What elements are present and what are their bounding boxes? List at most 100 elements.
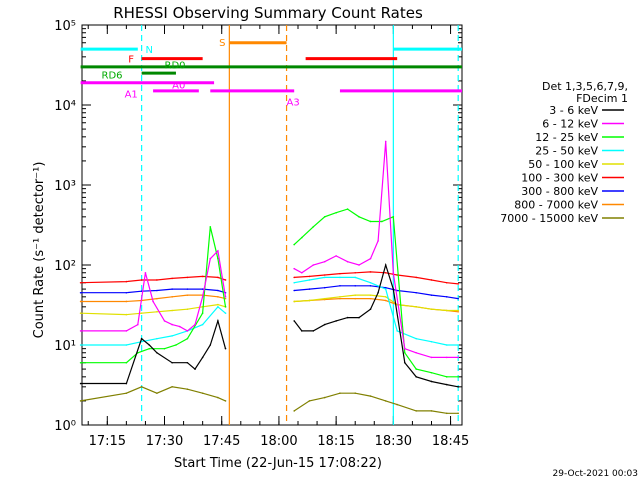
data-point: [217, 396, 219, 399]
state-label-a0: A0: [172, 81, 185, 92]
y-tick-label: 10⁴: [54, 99, 76, 114]
data-point: [384, 400, 387, 402]
data-point: [354, 294, 357, 296]
plot-frame: [81, 24, 463, 426]
data-point: [445, 296, 448, 298]
data-point: [335, 211, 337, 214]
data-point: [156, 279, 158, 281]
data-point: [224, 400, 227, 402]
state-label-n: N: [145, 45, 152, 56]
data-point: [125, 291, 128, 294]
data-point: [201, 296, 204, 298]
data-point: [171, 386, 173, 388]
data-point: [217, 303, 219, 306]
data-point: [369, 281, 372, 284]
data-point: [384, 288, 387, 290]
data-point: [201, 275, 204, 278]
data-point: [217, 276, 219, 279]
data-point: [293, 281, 295, 284]
data-point: [194, 368, 196, 370]
data-point: [224, 306, 227, 308]
data-point: [457, 356, 459, 359]
data-point: [125, 330, 128, 332]
data-point: [445, 383, 448, 386]
data-point: [201, 288, 204, 290]
data-point: [335, 320, 337, 322]
data-point: [457, 283, 459, 285]
data-point: [293, 243, 295, 246]
y-tick-label: 10⁵: [54, 19, 76, 34]
series-line: [293, 392, 459, 414]
data-point: [339, 297, 341, 300]
legend-label: 300 - 800 keV: [521, 185, 598, 198]
data-point: [384, 140, 387, 143]
data-point: [415, 291, 418, 294]
y-tick-label: 10²: [54, 259, 76, 274]
data-point: [171, 323, 173, 326]
data-point: [346, 316, 349, 319]
data-point: [224, 297, 227, 300]
x-tick-label: 17:45: [203, 434, 240, 449]
data-point: [381, 220, 383, 223]
data-point: [354, 271, 357, 274]
data-point: [79, 312, 82, 314]
data-point: [293, 410, 295, 412]
data-point: [377, 291, 379, 294]
data-point: [201, 392, 204, 394]
state-label-rd6: RD6: [102, 71, 123, 82]
chart-title: RHESSI Observing Summary Count Rates: [113, 4, 423, 22]
data-point: [430, 356, 433, 359]
data-point: [79, 300, 82, 303]
data-point: [369, 308, 372, 311]
data-point: [217, 306, 219, 308]
series-line: [80, 249, 227, 332]
x-tick-label: 18:45: [432, 434, 469, 449]
data-point: [125, 361, 128, 364]
legend-title: FDecim 1: [576, 92, 628, 105]
series-line: [293, 141, 459, 358]
data-point: [171, 277, 173, 280]
data-point: [430, 308, 433, 311]
series-line: [294, 271, 459, 285]
data-point: [217, 257, 219, 260]
data-point: [79, 281, 82, 284]
data-point: [403, 347, 406, 350]
data-point: [125, 382, 128, 385]
data-point: [308, 279, 311, 281]
data-point: [354, 276, 357, 279]
series-line: [294, 285, 459, 300]
data-point: [445, 281, 448, 284]
legend-label: 12 - 25 keV: [535, 131, 598, 144]
data-point: [293, 320, 295, 322]
data-point: [178, 325, 181, 328]
data-point: [354, 284, 357, 287]
data-point: [293, 300, 295, 303]
data-point: [224, 347, 227, 350]
data-point: [396, 289, 398, 292]
state-label-a3: A3: [287, 98, 300, 109]
data-point: [171, 335, 173, 337]
series-line: [294, 276, 459, 346]
data-point: [79, 330, 82, 332]
data-point: [125, 313, 128, 316]
data-point: [156, 311, 158, 313]
data-point: [403, 361, 406, 364]
data-point: [224, 312, 227, 314]
data-point: [358, 264, 360, 266]
data-point: [156, 289, 158, 292]
data-point: [430, 279, 433, 281]
data-point: [308, 299, 311, 302]
data-point: [301, 236, 303, 239]
legend-label: 3 - 6 keV: [549, 104, 598, 117]
legend-label: 50 - 100 keV: [528, 158, 598, 171]
data-point: [430, 371, 433, 374]
data-point: [186, 388, 189, 391]
data-point: [430, 380, 433, 383]
data-point: [445, 356, 448, 359]
data-point: [445, 412, 448, 415]
data-point: [396, 403, 398, 406]
data-point: [201, 312, 204, 314]
